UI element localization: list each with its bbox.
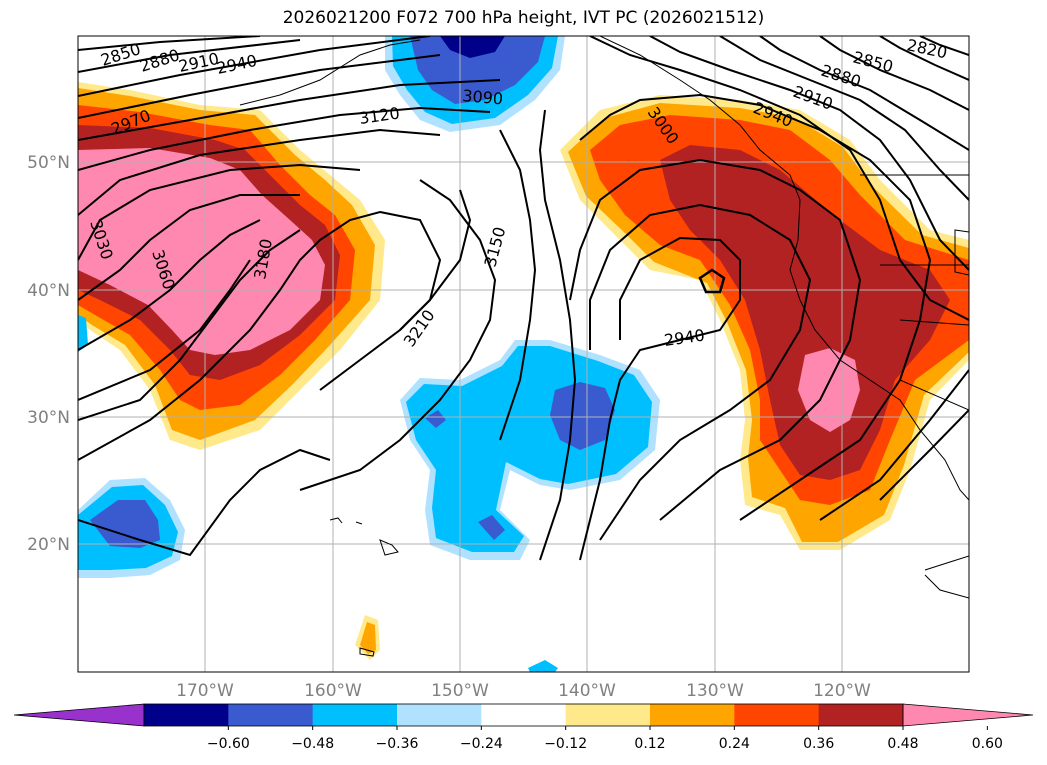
ivt-positive-east-blob <box>560 95 969 550</box>
colorbar-segment <box>312 704 398 726</box>
ivt-negative-southwest-blob <box>78 478 185 578</box>
colorbar-tick-label: 0.36 <box>803 736 834 752</box>
lat-label: 30°N <box>27 408 70 428</box>
colorbar-tick-label: −0.60 <box>207 736 250 752</box>
colorbar-tick-label: 0.12 <box>634 736 665 752</box>
map-layers <box>78 36 969 672</box>
map-frame <box>77 35 970 673</box>
colorbar-segment <box>397 704 482 726</box>
colorbar-segment <box>481 704 567 726</box>
latitude-labels: 50°N 40°N 30°N 20°N <box>27 153 70 555</box>
colorbar-segment <box>650 704 735 726</box>
height-contours <box>78 36 969 561</box>
colorbar-segment <box>228 704 314 726</box>
colorbar-extend-low <box>13 703 145 727</box>
map-title: 2026021200 F072 700 hPa height, IVT PC (… <box>282 8 765 28</box>
lat-label: 40°N <box>27 281 70 301</box>
colorbar-segment <box>734 704 820 726</box>
contour-labels: 2850 2880 2910 2940 2970 3030 3060 3180 … <box>86 35 949 350</box>
contour-label: 3090 <box>462 86 504 108</box>
map-gridlines <box>78 36 969 672</box>
lon-label: 170°W <box>176 681 234 701</box>
colorbar-tick-label: −0.36 <box>376 736 419 752</box>
ivt-negative-central-blob <box>400 340 660 560</box>
colorbar-extend-high <box>902 703 1034 727</box>
colorbar-segment <box>144 704 229 726</box>
lon-label: 150°W <box>431 681 489 701</box>
colorbar-segment <box>818 704 904 726</box>
lat-label: 20°N <box>27 535 70 555</box>
lon-label: 130°W <box>686 681 744 701</box>
colorbar-tick-label: 0.24 <box>719 736 750 752</box>
lon-label: 160°W <box>304 681 362 701</box>
longitude-labels: 170°W 160°W 150°W 140°W 130°W 120°W <box>176 681 871 701</box>
lat-label: 50°N <box>27 153 70 173</box>
colorbar-tick-label: −0.48 <box>291 736 334 752</box>
colorbar-border <box>143 703 904 727</box>
colorbar-tick-label: 0.48 <box>887 736 918 752</box>
colorbar-tick-label: −0.12 <box>544 736 587 752</box>
colorbar-tick-label: 0.60 <box>972 736 1003 752</box>
colorbar: −0.60 −0.48 −0.36 −0.24 −0.12 0.12 0.24 0.36 0.4… <box>13 703 1034 752</box>
colorbar-segment <box>565 704 651 726</box>
lon-label: 120°W <box>813 681 871 701</box>
colorbar-tick-label: −0.24 <box>460 736 503 752</box>
coastlines <box>239 36 969 657</box>
lon-label: 140°W <box>558 681 616 701</box>
